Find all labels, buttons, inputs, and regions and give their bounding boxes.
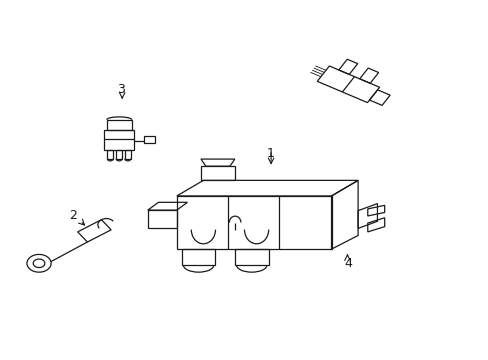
Bar bbox=[124, 150, 131, 159]
Bar bbox=[104, 130, 134, 150]
Text: 1: 1 bbox=[266, 147, 274, 160]
Bar bbox=[106, 120, 132, 130]
Bar bbox=[143, 136, 154, 143]
Text: 2: 2 bbox=[69, 209, 77, 222]
Bar bbox=[116, 150, 122, 159]
Text: 4: 4 bbox=[344, 257, 352, 270]
Bar bbox=[107, 150, 113, 159]
Text: 3: 3 bbox=[117, 83, 125, 96]
